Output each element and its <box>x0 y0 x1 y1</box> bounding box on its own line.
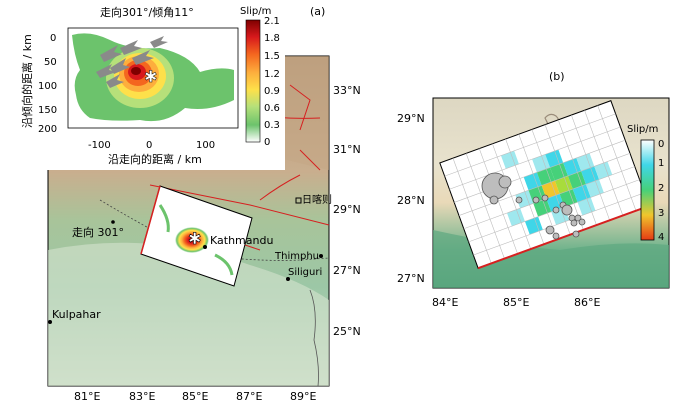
inset-y-axis-label: 沿倾向的距离 / km <box>20 34 34 128</box>
lon-83: 83°E <box>129 390 155 403</box>
inset-colorbar <box>245 19 261 143</box>
lon-85: 85°E <box>182 390 208 403</box>
lon-89: 89°E <box>290 390 316 403</box>
cbar-b-2: 2 <box>658 183 664 194</box>
cbar-b-0: 0 <box>658 139 664 150</box>
strike-label: 走向 301° <box>72 225 124 239</box>
lat-33: 33°N <box>333 84 361 97</box>
lat-25: 25°N <box>333 325 361 338</box>
fault-grid <box>439 100 650 270</box>
panel-b-lat-labels: 29°N 28°N 27°N <box>397 112 425 285</box>
cbar-a-1.5: 1.5 <box>264 51 280 62</box>
cbar-b-4: 4 <box>658 232 664 243</box>
cbar-a-1.2: 1.2 <box>264 69 280 80</box>
inset-x-100: 100 <box>196 140 215 151</box>
inset-x-ticks: -100 0 100 <box>88 140 215 151</box>
kathmandu-label: Kathmandu <box>210 234 273 247</box>
b-lon-86: 86°E <box>574 296 600 309</box>
cbar-a-0: 0 <box>264 137 270 148</box>
kulpahar-label: Kulpahar <box>52 308 101 321</box>
cbar-a-0.9: 0.9 <box>264 86 280 97</box>
epicenter-star-icon: ✱ <box>188 229 201 248</box>
inset-title: 走向301°/倾角11° <box>100 5 194 19</box>
lat-31: 31°N <box>333 143 361 156</box>
inset-y-0: 0 <box>50 33 56 44</box>
b-lat-28: 28°N <box>397 194 425 207</box>
panel-a-lon-labels: 81°E 83°E 85°E 87°E 89°E <box>74 390 316 403</box>
panel-b-colorbar <box>640 139 655 241</box>
b-lon-84: 84°E <box>432 296 458 309</box>
rikaze-label: 日喀则 <box>302 193 332 206</box>
slip-inset: 走向301°/倾角11° ✱ 0 50 100 150 200 <box>0 0 285 170</box>
lat-29: 29°N <box>333 203 361 216</box>
thimphu-label: Thimphu <box>274 251 319 262</box>
inset-y-100: 100 <box>38 81 57 92</box>
panel-a-label: (a) <box>310 5 325 18</box>
panel-b-colorbar-title: Slip/m <box>627 124 658 135</box>
cbar-b-3: 3 <box>658 208 664 219</box>
lat-27: 27°N <box>333 264 361 277</box>
b-lat-29: 29°N <box>397 112 425 125</box>
aftershocks <box>481 172 586 240</box>
inset-x-0: 0 <box>146 140 152 151</box>
slip-vectors <box>96 36 168 88</box>
cbar-b-1: 1 <box>658 158 664 169</box>
lon-87: 87°E <box>236 390 262 403</box>
inset-y-150: 150 <box>38 105 57 116</box>
panel-b-label: (b) <box>549 70 565 83</box>
cbar-a-0.3: 0.3 <box>264 120 280 131</box>
inset-colorbar-ticks: 2.1 1.8 1.5 1.2 0.9 0.6 0.3 0 <box>264 16 280 148</box>
lon-81: 81°E <box>74 390 100 403</box>
panel-b-colorbar-ticks: 0 1 2 3 4 <box>658 139 664 243</box>
b-lon-85: 85°E <box>503 296 529 309</box>
inset-colorbar-title: Slip/m <box>240 6 271 17</box>
cbar-a-0.6: 0.6 <box>264 103 280 114</box>
inset-x-axis-label: 沿走向的距离 / km <box>108 152 202 166</box>
rupture-plane: ✱ <box>140 185 253 287</box>
b-lat-27: 27°N <box>397 272 425 285</box>
cbar-a-1.8: 1.8 <box>264 33 280 44</box>
inset-y-ticks: 0 50 100 150 200 <box>38 33 57 135</box>
place-markers: 走向 301° Kathmandu Thimphu Siliguri Kulpa… <box>48 193 332 324</box>
hypocenter-star-icon: ✱ <box>144 67 157 86</box>
inset-y-200: 200 <box>38 124 57 135</box>
siliguri-label: Siliguri <box>288 267 322 278</box>
panel-a-lat-labels: 33°N 31°N 29°N 27°N 25°N <box>333 84 361 338</box>
cbar-a-2.1: 2.1 <box>264 16 280 27</box>
inset-y-50: 50 <box>44 57 57 68</box>
panel-b-lon-labels: 84°E 85°E 86°E <box>432 296 600 309</box>
grid-lines <box>444 105 645 264</box>
inset-x-neg100: -100 <box>88 140 111 151</box>
